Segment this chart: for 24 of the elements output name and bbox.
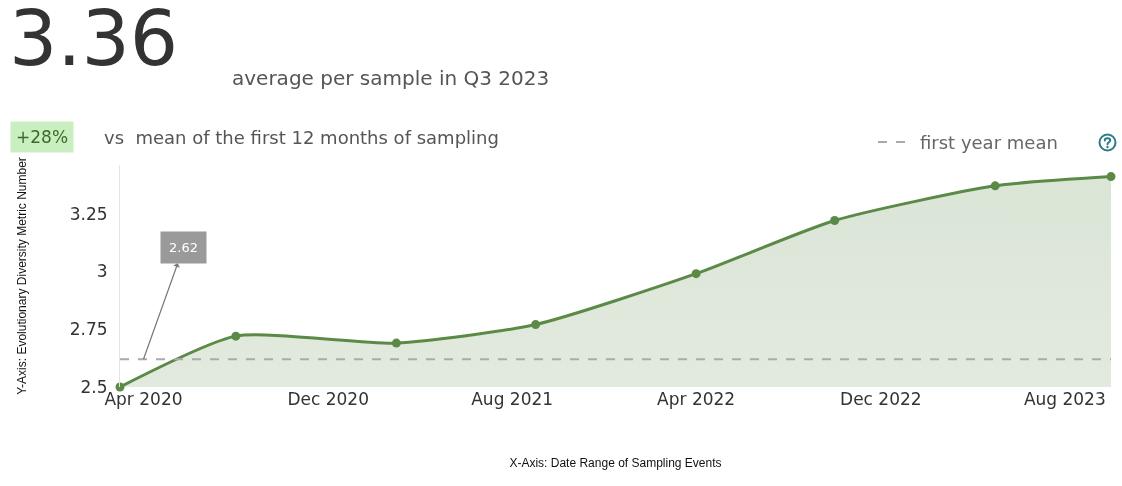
y-tick-label: 2.75 [69, 319, 108, 340]
x-tick-label: Dec 2022 [840, 389, 922, 409]
chart-subtitle: average per sample in Q3 2023 [232, 66, 550, 90]
x-tick-label: Aug 2021 [471, 389, 554, 409]
y-tick-label: 2.5 [80, 376, 108, 397]
x-tick-label: Dec 2020 [287, 389, 369, 409]
text: vs mean of the first 12 months of sampling [104, 127, 499, 148]
point [231, 331, 241, 341]
annotation: 2.62 [169, 240, 198, 255]
y-tick-label: 3 [96, 261, 108, 282]
point [990, 181, 1000, 191]
point [531, 320, 541, 330]
legend-label: first year mean [920, 132, 1058, 153]
point [830, 216, 840, 225]
y-axis-title: Y-Axis: Evolutionary Diversity Metric Number [15, 157, 30, 395]
point [691, 269, 701, 279]
chart-title: 3.36 [8, 0, 179, 84]
point [1106, 172, 1116, 182]
x-tick-label: Aug 2023 [1023, 389, 1106, 409]
text: +28% [16, 127, 69, 147]
x-axis-title: X-Axis: Date Range of Sampling Events [509, 455, 722, 470]
y-tick-label: 3.25 [69, 203, 108, 224]
x-tick-label: Apr 2022 [657, 389, 736, 409]
point [391, 338, 401, 348]
